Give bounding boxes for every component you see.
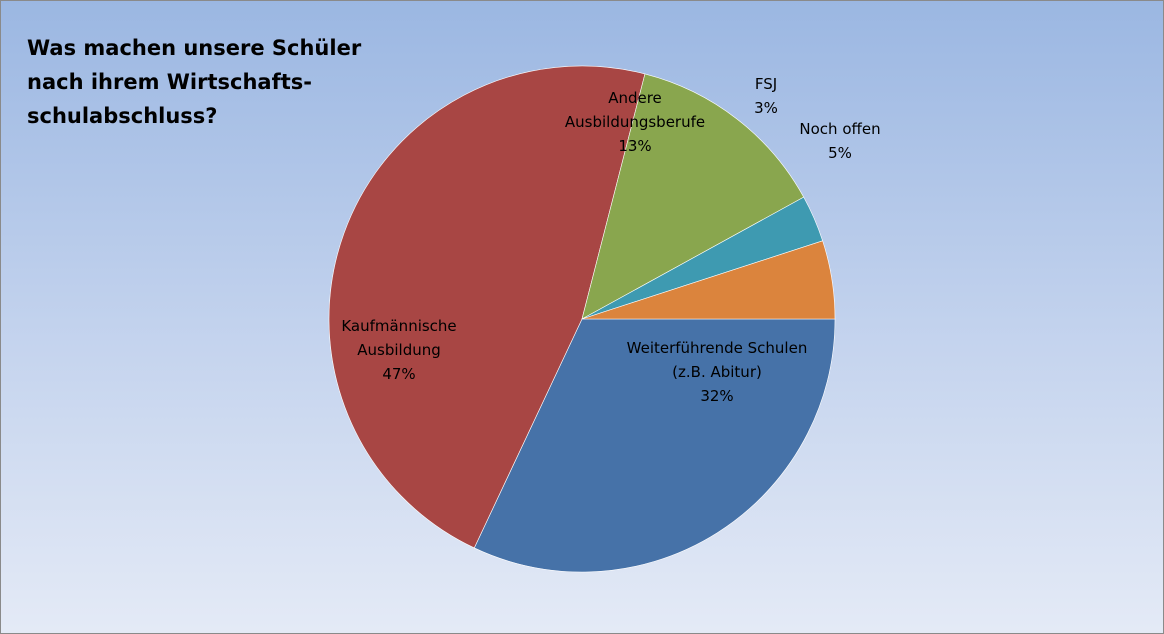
slice-category-label: Noch offen — [799, 120, 880, 138]
pie-slice — [581, 240, 836, 320]
slice-value-label: 32% — [700, 387, 733, 405]
slice-data-label: FSJ 3% — [754, 75, 778, 117]
chart-title: Was machen unsere Schüler nach ihrem Wir… — [27, 31, 387, 133]
slice-value-label: 3% — [754, 99, 778, 117]
slice-category-label: FSJ — [755, 75, 777, 93]
chart-title-line-3: schulabschluss? — [27, 104, 218, 128]
slice-data-label: Weiterführende Schulen (z.B. Abitur) 32% — [627, 339, 808, 405]
pie-slice — [473, 318, 836, 573]
chart-title-line-1: Was machen unsere Schüler — [27, 36, 362, 60]
slice-value-label: 47% — [382, 365, 415, 383]
pie-slice — [328, 65, 646, 549]
slice-category-label: Kaufmännische — [341, 317, 456, 335]
slice-value-label: 5% — [828, 144, 852, 162]
slice-data-label: Andere Ausbildungsberufe 13% — [565, 89, 705, 155]
slice-category-label: Andere — [608, 89, 662, 107]
slice-category-label: (z.B. Abitur) — [672, 363, 762, 381]
slice-data-label: Kaufmännische Ausbildung 47% — [341, 317, 456, 383]
slice-category-label: Ausbildungsberufe — [565, 113, 705, 131]
pie-slice — [581, 73, 805, 320]
slice-value-label: 13% — [618, 137, 651, 155]
slice-category-label: Ausbildung — [357, 341, 441, 359]
chart-title-line-2: nach ihrem Wirtschafts- — [27, 70, 312, 94]
slice-data-label: Noch offen 5% — [799, 120, 880, 162]
slice-category-label: Weiterführende Schulen — [627, 339, 808, 357]
